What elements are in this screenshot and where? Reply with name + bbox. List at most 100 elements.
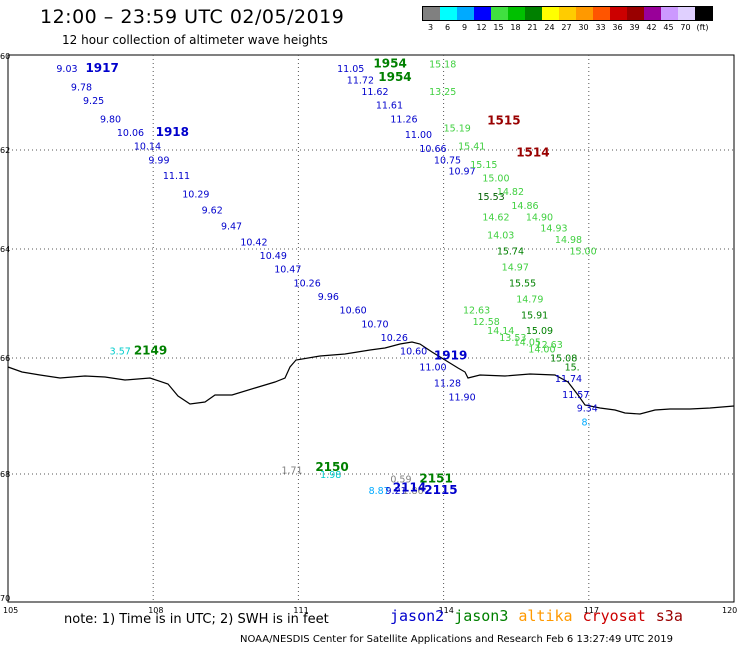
wave-height-label: 9.03 xyxy=(56,64,77,75)
legend-label: 39 xyxy=(629,23,640,32)
pass-time-label: 1954 xyxy=(378,70,411,84)
wave-height-label: 8.87 xyxy=(369,486,390,497)
legend-swatch xyxy=(491,7,508,20)
wave-height-label: 14.62 xyxy=(482,212,509,223)
wave-height-label: 14.90 xyxy=(526,212,553,223)
pass-time-label: 1954 xyxy=(373,57,406,71)
legend-swatch xyxy=(474,7,491,20)
wave-height-label: 11.11 xyxy=(163,171,190,182)
wave-height-label: 12.63 xyxy=(536,340,563,351)
wave-height-label: 14.82 xyxy=(497,187,524,198)
wave-height-label: 10.26 xyxy=(294,278,321,289)
wave-height-label: 11.62 xyxy=(361,87,388,98)
wave-height-label: 1.98 xyxy=(320,470,341,481)
legend-swatch xyxy=(695,7,712,20)
wave-height-label: 9.62 xyxy=(202,205,223,216)
latitude-label: 62 xyxy=(0,146,10,155)
longitude-label: 108 xyxy=(148,606,163,615)
wave-height-label: 14.97 xyxy=(502,262,529,273)
wave-height-label: 15.53 xyxy=(477,192,504,203)
legend-color-bar xyxy=(422,6,713,21)
wave-height-label: 14.05 xyxy=(514,338,541,349)
legend-swatch xyxy=(610,7,627,20)
pass-time-label: 2114 xyxy=(393,480,426,494)
wave-height-label: 9.47 xyxy=(221,221,242,232)
wave-height-label: 11.28 xyxy=(434,379,461,390)
pass-time-label: 1515 xyxy=(487,114,520,128)
legend-labels: 3 6 9 12 15 18 21 24 27 30 33 36 39 42 45 70 (ft) xyxy=(422,23,713,32)
longitude-label: 117 xyxy=(584,606,599,615)
wave-height-label: 15.00 xyxy=(482,174,509,185)
longitude-label: 105 xyxy=(3,606,18,615)
wave-height-label: 10.14 xyxy=(134,142,161,153)
legend-swatch xyxy=(576,7,593,20)
latitude-label: 68 xyxy=(0,470,10,479)
wave-height-label: 1.86 xyxy=(402,486,423,497)
pass-time-label: 1514 xyxy=(516,145,549,159)
legend-label: 3 xyxy=(427,23,434,32)
latitude-label: 66 xyxy=(0,354,10,363)
wave-height-label: 10.60 xyxy=(340,306,367,317)
wave-height-label: 0.59 xyxy=(390,474,411,485)
wave-height-label: 13.25 xyxy=(429,87,456,98)
wave-height-label: 11.00 xyxy=(419,363,446,374)
satellite-legend: jason2 jason3 altika cryosat s3a xyxy=(390,607,693,625)
color-legend: 3 6 9 12 15 18 21 24 27 30 33 36 39 42 45 70 (ft) xyxy=(422,6,713,32)
wave-height-label: 11.72 xyxy=(347,76,374,87)
wave-height-label: 9.25 xyxy=(83,96,104,107)
legend-swatch xyxy=(627,7,644,20)
wave-height-label: 11.57 xyxy=(562,390,589,401)
longitude-label: 111 xyxy=(293,606,308,615)
satellite-label-jason3: jason3 xyxy=(454,607,509,625)
legend-label: (ft) xyxy=(696,23,709,32)
legend-label: 42 xyxy=(646,23,657,32)
legend-swatch xyxy=(559,7,576,20)
wave-height-label: 10.47 xyxy=(274,265,301,276)
wave-height-label: 9.21 xyxy=(386,486,407,497)
wave-height-label: 12.58 xyxy=(473,317,500,328)
wave-height-label: 15.74 xyxy=(497,246,524,257)
latitude-label: 60 xyxy=(0,52,10,61)
wave-height-label: 9.34 xyxy=(577,404,598,415)
wave-height-label: 9.78 xyxy=(71,82,92,93)
pass-time-label: 1917 xyxy=(85,61,118,75)
wave-height-label: 10.26 xyxy=(381,333,408,344)
map-grid xyxy=(8,55,734,602)
wave-height-label: 13.53 xyxy=(499,333,526,344)
wave-height-label: 11.26 xyxy=(390,114,417,125)
legend-label: 27 xyxy=(561,23,572,32)
legend-swatch xyxy=(457,7,474,20)
map-title: 12:00 – 23:59 UTC 02/05/2019 xyxy=(40,6,345,28)
legend-label: 33 xyxy=(595,23,606,32)
wave-height-label: 15.55 xyxy=(509,278,536,289)
wave-height-label: 15.41 xyxy=(458,142,485,153)
wave-height-label: 10.97 xyxy=(448,167,475,178)
wave-height-label: 10.42 xyxy=(240,237,267,248)
wave-height-label: 10.29 xyxy=(182,189,209,200)
legend-swatch xyxy=(423,7,440,20)
coastline xyxy=(7,341,735,415)
wave-height-label: 14.03 xyxy=(487,230,514,241)
pass-time-label: 2149 xyxy=(134,344,167,358)
wave-height-label: 11.74 xyxy=(555,374,582,385)
map-frame xyxy=(7,54,735,603)
legend-swatch xyxy=(678,7,695,20)
legend-label: 6 xyxy=(444,23,451,32)
wave-height-label: 10.70 xyxy=(361,319,388,330)
track-labels: 9.03 9.78 9.25 9.80 10.06 10.14 9.99 11.11 10.29… xyxy=(56,57,597,497)
map-axis-labels: 105 108 111 114 117 120 60 62 64 66 68 70 xyxy=(0,52,737,615)
legend-label: 18 xyxy=(510,23,521,32)
legend-swatch xyxy=(440,7,457,20)
legend-label: 12 xyxy=(476,23,487,32)
wave-height-label: 10.75 xyxy=(434,155,461,166)
legend-label: 15 xyxy=(493,23,504,32)
wave-height-label: 11.00 xyxy=(405,130,432,141)
footer-credit: NOAA/NESDIS Center for Satellite Applica… xyxy=(240,634,673,645)
wave-height-label: 11.61 xyxy=(376,101,403,112)
wave-height-label: 11.05 xyxy=(337,64,364,75)
footer-note: note: 1) Time is in UTC; 2) SWH is in fe… xyxy=(64,612,329,627)
wave-height-label: 9.99 xyxy=(148,155,169,166)
latitude-label: 64 xyxy=(0,245,10,254)
wave-height-label: 14.00 xyxy=(528,344,555,355)
satellite-label-altika: altika xyxy=(518,607,573,625)
